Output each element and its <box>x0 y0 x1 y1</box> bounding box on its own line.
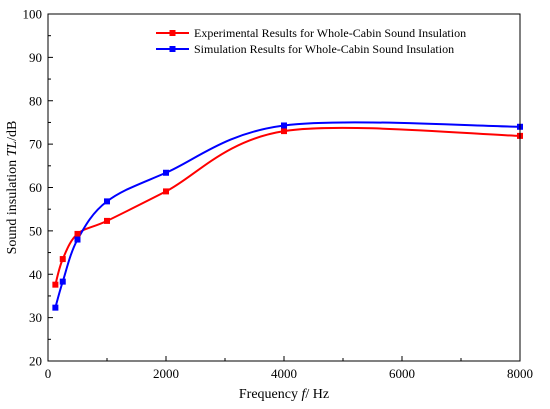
legend-swatch-marker <box>169 46 176 52</box>
x-tick-label: 6000 <box>389 366 415 381</box>
y-tick-label: 90 <box>29 50 42 65</box>
legend-swatch-marker <box>169 30 176 36</box>
y-tick-label: 50 <box>29 223 42 238</box>
series-1-point <box>59 256 66 263</box>
x-tick-label: 8000 <box>507 366 533 381</box>
x-tick-label: 4000 <box>271 366 297 381</box>
plot-frame <box>47 13 521 362</box>
series-1-point <box>104 217 110 224</box>
legend: Experimental Results for Whole-Cabin Sou… <box>156 26 466 56</box>
series-line-1 <box>54 126 521 285</box>
y-tick-label: 40 <box>29 267 42 282</box>
x-axis: 0 2000 4000 6000 8000 <box>45 356 533 381</box>
x-tick-label: 2000 <box>153 366 179 381</box>
series-2-point <box>281 122 287 129</box>
x-tick-label: 0 <box>45 366 52 381</box>
series-2-point <box>104 198 110 205</box>
legend-label: Experimental Results for Whole-Cabin Sou… <box>194 26 466 40</box>
y-tick-label: 100 <box>23 7 43 22</box>
series-line-2 <box>54 121 521 308</box>
series-1-point <box>163 188 169 195</box>
series-1-point <box>52 281 59 288</box>
series-2-point <box>74 236 81 243</box>
y-axis-title: Sound insulation TL/dB <box>5 121 20 255</box>
series-1-point <box>74 230 81 237</box>
y-axis: 20 30 40 50 60 70 80 90 100 <box>23 7 53 369</box>
legend-label: Simulation Results for Whole-Cabin Sound… <box>194 42 454 56</box>
y-tick-label: 60 <box>29 180 42 195</box>
y-tick-label: 80 <box>29 93 42 108</box>
series-markers-group <box>52 122 523 311</box>
series-2-point <box>163 169 169 176</box>
series-lines-group <box>54 121 521 308</box>
series-2-point <box>52 304 59 311</box>
y-tick-label: 20 <box>29 354 42 369</box>
y-tick-label: 30 <box>29 310 42 325</box>
x-axis-title: Frequency f/ Hz <box>239 387 329 402</box>
y-tick-label: 70 <box>29 137 42 152</box>
series-2-point <box>59 278 66 285</box>
series-1-point <box>281 128 287 135</box>
